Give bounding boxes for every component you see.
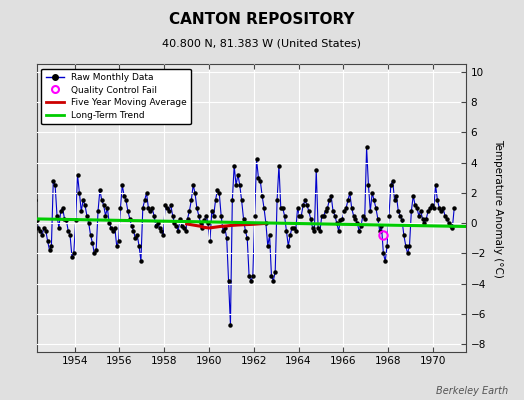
Text: Berkeley Earth: Berkeley Earth (436, 386, 508, 396)
Text: CANTON REPOSITORY: CANTON REPOSITORY (169, 12, 355, 27)
Legend: Raw Monthly Data, Quality Control Fail, Five Year Moving Average, Long-Term Tren: Raw Monthly Data, Quality Control Fail, … (41, 68, 191, 124)
Y-axis label: Temperature Anomaly (°C): Temperature Anomaly (°C) (493, 138, 503, 278)
Text: 40.800 N, 81.383 W (United States): 40.800 N, 81.383 W (United States) (162, 38, 362, 48)
